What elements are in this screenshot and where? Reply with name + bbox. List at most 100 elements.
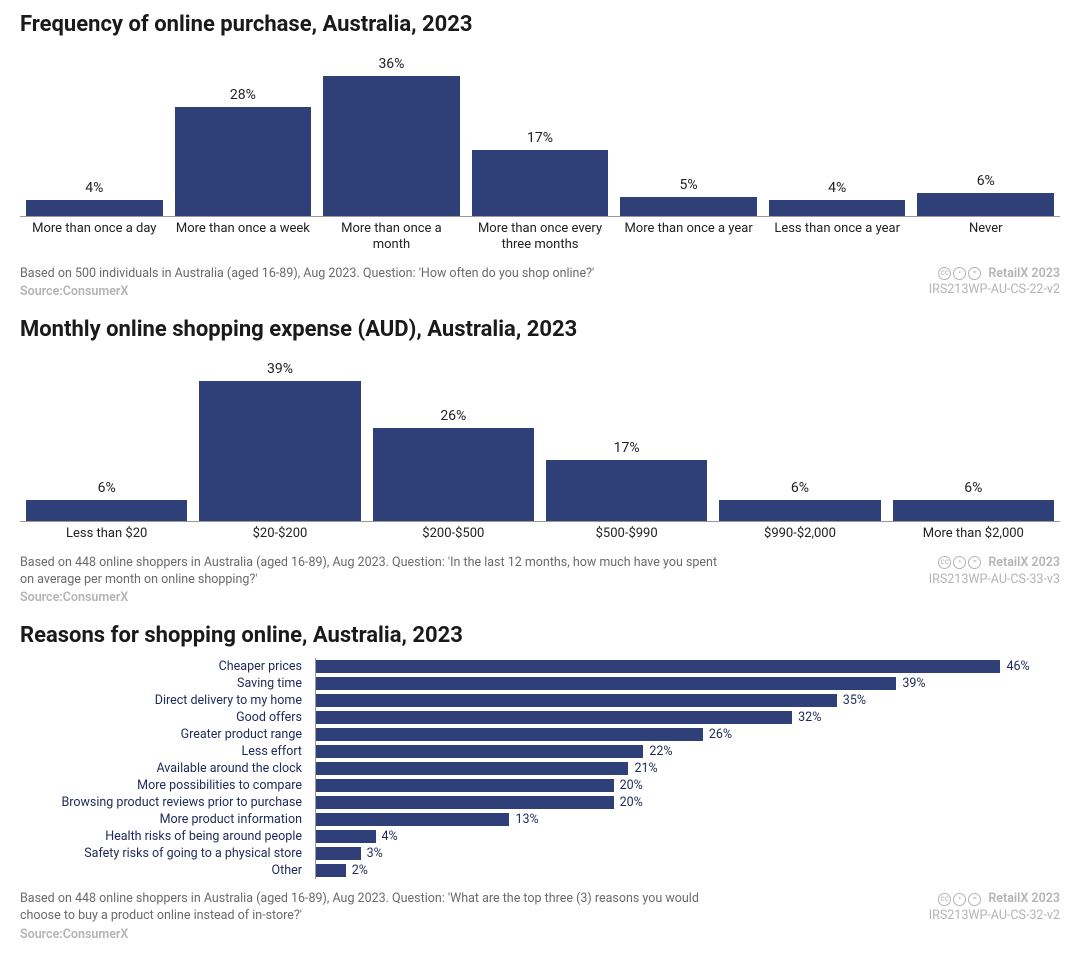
- bar: [893, 500, 1054, 522]
- chart-note: Based on 500 individuals in Australia (a…: [20, 266, 594, 283]
- bar-row: Health risks of being around people4%: [315, 828, 1060, 845]
- bar-track: 22%: [315, 743, 1060, 760]
- x-axis-label: More than once a month: [317, 221, 466, 254]
- bar-column: 4%: [763, 47, 912, 216]
- bar-row: More possibilities to compare20%: [315, 777, 1060, 794]
- bar-track: 13%: [315, 811, 1060, 828]
- bar-track: 20%: [315, 777, 1060, 794]
- y-axis-label: More possibilities to compare: [20, 779, 310, 793]
- bar: [546, 460, 707, 521]
- y-axis-label: Browsing product reviews prior to purcha…: [20, 796, 310, 810]
- cc-icons: cc•=: [938, 267, 981, 280]
- cc-icons: cc•=: [938, 893, 981, 906]
- bar-column: 17%: [540, 352, 713, 521]
- bar-value-label: 46%: [1006, 659, 1029, 674]
- chart-code: IRS213WP-AU-CS-33-v3: [929, 572, 1060, 589]
- y-axis-label: More product information: [20, 813, 310, 827]
- bar-track: 39%: [315, 675, 1060, 692]
- bar-track: 21%: [315, 760, 1060, 777]
- bar: [199, 381, 360, 521]
- brand-label: RetailX 2023: [988, 891, 1060, 906]
- brand-label: RetailX 2023: [988, 266, 1060, 281]
- bar-column: 17%: [466, 47, 615, 216]
- bar-value-label: 36%: [378, 56, 404, 72]
- y-axis-label: Safety risks of going to a physical stor…: [20, 847, 310, 861]
- x-axis-label: $500-$990: [540, 526, 713, 542]
- bar: [316, 660, 1000, 673]
- bar: [316, 762, 628, 775]
- x-axis-label: More than once every three months: [466, 221, 615, 254]
- cc-icons: cc•=: [938, 556, 981, 569]
- y-axis-label: Other: [20, 864, 310, 878]
- chart-code: IRS213WP-AU-CS-32-v2: [929, 908, 1060, 925]
- bar-column: 36%: [317, 47, 466, 216]
- bar: [316, 779, 614, 792]
- chart-source: Source:ConsumerX: [20, 927, 720, 942]
- bar-value-label: 39%: [267, 361, 293, 377]
- bar-track: 20%: [315, 794, 1060, 811]
- x-axis-label: Never: [911, 221, 1060, 254]
- chart-reasons: Reasons for shopping online, Australia, …: [20, 623, 1060, 942]
- vertical-bar-chart: 6%39%26%17%6%6%: [20, 352, 1060, 522]
- chart-source: Source:ConsumerX: [20, 590, 720, 605]
- bar: [917, 193, 1054, 216]
- bar-value-label: 20%: [620, 795, 643, 810]
- bar: [620, 197, 757, 216]
- bar-row: Other2%: [315, 862, 1060, 879]
- bar-value-label: 26%: [709, 727, 732, 742]
- bar-value-label: 3%: [367, 846, 383, 861]
- chart-expense: Monthly online shopping expense (AUD), A…: [20, 317, 1060, 605]
- x-axis-label: Less than once a year: [763, 221, 912, 254]
- chart-note: Based on 448 online shoppers in Australi…: [20, 555, 720, 589]
- bar: [373, 428, 534, 521]
- chart-footer: Based on 448 online shoppers in Australi…: [20, 891, 1060, 942]
- bar: [769, 200, 906, 216]
- bar-value-label: 20%: [620, 778, 643, 793]
- bar-column: 6%: [20, 352, 193, 521]
- chart-note: Based on 448 online shoppers in Australi…: [20, 891, 720, 925]
- bar-value-label: 35%: [843, 693, 866, 708]
- y-axis-label: Cheaper prices: [20, 660, 310, 674]
- bar-value-label: 39%: [902, 676, 925, 691]
- x-axis-label: More than once a year: [614, 221, 763, 254]
- bar-track: 2%: [315, 862, 1060, 879]
- chart-title: Monthly online shopping expense (AUD), A…: [20, 317, 1060, 342]
- bar: [316, 813, 509, 826]
- bar-column: 39%: [193, 352, 366, 521]
- x-axis-label: More than once a week: [169, 221, 318, 254]
- bar: [26, 200, 163, 216]
- bar: [472, 150, 609, 216]
- x-axis-labels: More than once a dayMore than once a wee…: [20, 221, 1060, 254]
- bar-value-label: 4%: [85, 180, 103, 196]
- chart-title: Reasons for shopping online, Australia, …: [20, 623, 1060, 648]
- bar-value-label: 28%: [230, 87, 256, 103]
- bar: [316, 711, 792, 724]
- bar-track: 4%: [315, 828, 1060, 845]
- bar: [316, 745, 643, 758]
- x-axis-label: $990-$2,000: [713, 526, 886, 542]
- bar-row: Good offers32%: [315, 709, 1060, 726]
- y-axis-label: Health risks of being around people: [20, 830, 310, 844]
- horizontal-bar-chart: Cheaper prices46%Saving time39%Direct de…: [20, 658, 1060, 879]
- brand-label: RetailX 2023: [988, 555, 1060, 570]
- x-axis-label: More than once a day: [20, 221, 169, 254]
- bar-value-label: 6%: [98, 480, 116, 496]
- bar-column: 5%: [614, 47, 763, 216]
- bar-value-label: 2%: [352, 863, 368, 878]
- bar-value-label: 6%: [791, 480, 809, 496]
- bar-value-label: 17%: [614, 440, 640, 456]
- bar-row: Browsing product reviews prior to purcha…: [315, 794, 1060, 811]
- bar: [26, 500, 187, 522]
- bar-value-label: 17%: [527, 130, 553, 146]
- bar-row: More product information13%: [315, 811, 1060, 828]
- bar: [316, 728, 703, 741]
- bar-value-label: 6%: [977, 173, 995, 189]
- y-axis-label: Less effort: [20, 745, 310, 759]
- chart-source: Source:ConsumerX: [20, 284, 594, 299]
- bar-value-label: 4%: [382, 829, 398, 844]
- chart-title: Frequency of online purchase, Australia,…: [20, 12, 1060, 37]
- chart-code: IRS213WP-AU-CS-22-v2: [929, 282, 1060, 299]
- bar-column: 28%: [169, 47, 318, 216]
- bar-row: Cheaper prices46%: [315, 658, 1060, 675]
- bar-column: 4%: [20, 47, 169, 216]
